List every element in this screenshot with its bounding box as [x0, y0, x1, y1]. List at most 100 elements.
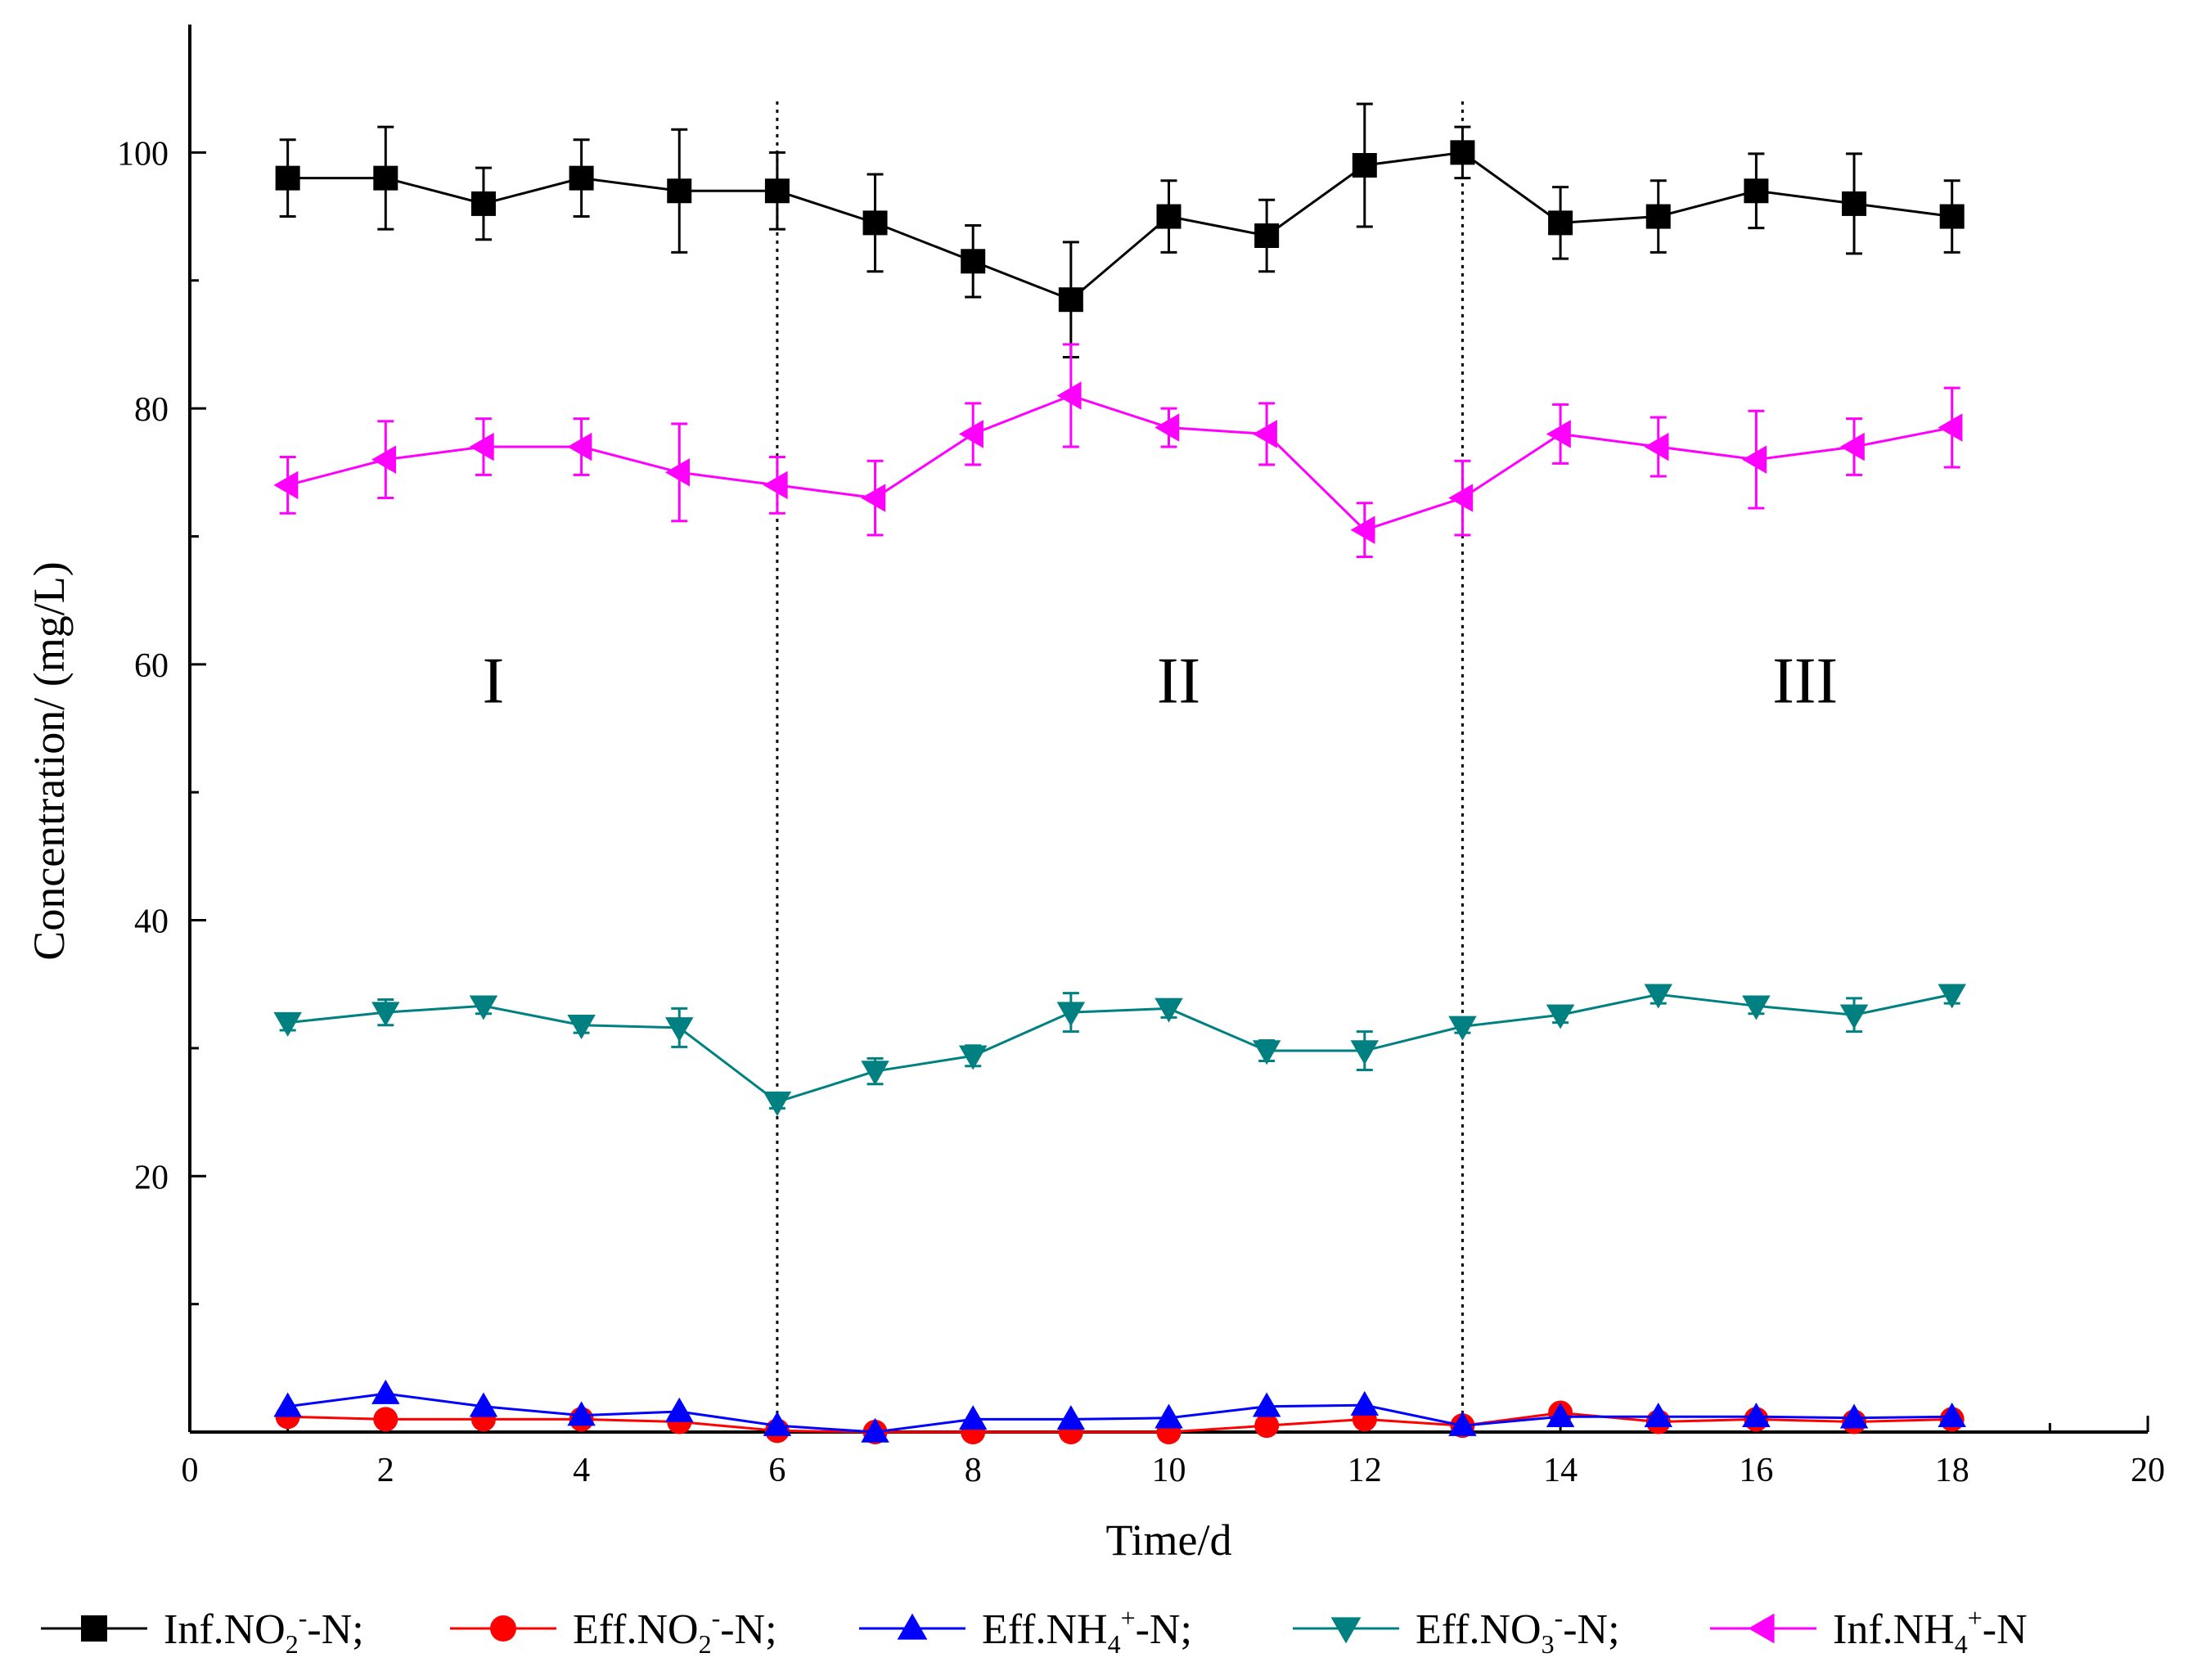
data-point — [764, 178, 790, 204]
y-tick-label-80: 80 — [134, 391, 169, 429]
data-point — [567, 1015, 596, 1040]
y-axis-title: Concentration/ (mg/L) — [25, 561, 74, 960]
data-point — [1546, 1402, 1575, 1427]
series-line-2 — [287, 1392, 1952, 1434]
x-tick-label-14: 14 — [1543, 1452, 1578, 1489]
y-ticks: 20 40 60 80 100 — [117, 135, 206, 1306]
data-point — [373, 165, 398, 191]
x-tick-label-4: 4 — [573, 1452, 590, 1489]
data-point — [1254, 223, 1280, 248]
data-point — [1448, 484, 1474, 512]
data-point — [667, 178, 692, 204]
y-tick-label-40: 40 — [134, 903, 169, 941]
x-tick-label-2: 2 — [377, 1452, 394, 1489]
data-point — [1938, 984, 1966, 1009]
data-point — [1546, 420, 1571, 448]
data-point — [1448, 1411, 1477, 1436]
y-tick-label-100: 100 — [117, 135, 169, 173]
data-point — [1839, 432, 1865, 462]
data-point — [1155, 1403, 1183, 1429]
data-point — [763, 471, 788, 500]
legend-marker — [81, 1615, 107, 1642]
data-point — [1546, 1004, 1575, 1029]
data-point — [862, 210, 888, 236]
y-tick-label-60: 60 — [134, 647, 169, 685]
series-layer — [273, 102, 1966, 1444]
data-point — [1156, 204, 1182, 229]
data-point — [470, 191, 496, 216]
data-point — [1056, 381, 1082, 410]
x-tick-label-20: 20 — [2131, 1452, 2165, 1489]
data-point — [1938, 413, 1963, 442]
phase-label-III: III — [1772, 646, 1838, 718]
phase-dividers — [776, 101, 1464, 1432]
data-point — [1056, 1405, 1086, 1430]
series-2 — [273, 1379, 1966, 1443]
data-point — [1350, 516, 1375, 544]
data-point — [469, 432, 494, 462]
series-line-3 — [287, 993, 1953, 1104]
data-point — [567, 1401, 596, 1426]
x-tick-label-12: 12 — [1348, 1452, 1382, 1489]
data-point — [373, 1407, 398, 1432]
legend-marker — [490, 1615, 516, 1642]
phase-labels: I II III — [483, 646, 1839, 718]
data-point — [273, 1011, 302, 1037]
data-point — [273, 471, 299, 500]
data-point — [1742, 995, 1771, 1020]
series-line-1 — [287, 1412, 1952, 1434]
data-point — [1742, 1402, 1771, 1427]
data-point — [1155, 998, 1183, 1023]
data-point — [665, 1397, 694, 1422]
data-point — [958, 1405, 988, 1430]
series-1 — [275, 1400, 1965, 1444]
legend-label-3: Eff.NO3--N; — [1416, 1603, 1620, 1659]
data-point — [371, 1002, 400, 1027]
legend-item-4: Inf.NH4+-N — [1710, 1603, 2028, 1659]
data-point — [371, 1379, 400, 1404]
x-tick-label-16: 16 — [1739, 1452, 1773, 1489]
data-point — [275, 165, 300, 191]
legend-item-3: Eff.NO3--N; — [1293, 1603, 1620, 1659]
data-point — [1842, 191, 1867, 216]
x-axis-title: Time/d — [1105, 1516, 1231, 1565]
data-point — [1644, 984, 1672, 1009]
data-point — [1742, 445, 1767, 474]
legend-marker — [897, 1613, 928, 1640]
x-tick-label-0: 0 — [182, 1452, 199, 1489]
data-point — [958, 1045, 988, 1070]
phase-label-I: I — [483, 646, 505, 718]
data-point — [1448, 1016, 1477, 1041]
data-point — [469, 1392, 498, 1417]
x-tick-label-18: 18 — [1935, 1452, 1969, 1489]
data-point — [1839, 1403, 1869, 1429]
data-point — [1644, 432, 1669, 462]
series-line-4 — [287, 394, 1952, 532]
x-tick-label-10: 10 — [1152, 1452, 1186, 1489]
legend-label-0: Inf.NO2--N; — [164, 1603, 364, 1659]
legend-item-1: Eff.NO2--N; — [450, 1603, 777, 1659]
series-3 — [273, 984, 1966, 1116]
data-point — [1252, 1392, 1281, 1417]
series-0 — [275, 102, 1965, 359]
legend-label-4: Inf.NH4+-N — [1833, 1603, 2028, 1659]
data-point — [371, 445, 397, 474]
data-point — [569, 165, 594, 191]
data-point — [1645, 204, 1671, 229]
data-point — [567, 432, 592, 462]
data-point — [1155, 413, 1180, 442]
data-point — [1839, 1004, 1869, 1029]
data-point — [1744, 178, 1769, 204]
y-tick-label-20: 20 — [134, 1159, 169, 1196]
series-4 — [273, 343, 1963, 558]
data-point — [1252, 1040, 1281, 1065]
data-point — [861, 1417, 889, 1443]
data-point — [469, 995, 498, 1020]
phase-label-II: II — [1157, 646, 1200, 718]
data-point — [1548, 210, 1573, 236]
data-point — [1056, 1002, 1086, 1027]
legend-item-2: Eff.NH4+-N; — [859, 1603, 1192, 1659]
legend-marker — [1748, 1613, 1775, 1644]
legend-label-2: Eff.NH4+-N; — [982, 1603, 1192, 1659]
